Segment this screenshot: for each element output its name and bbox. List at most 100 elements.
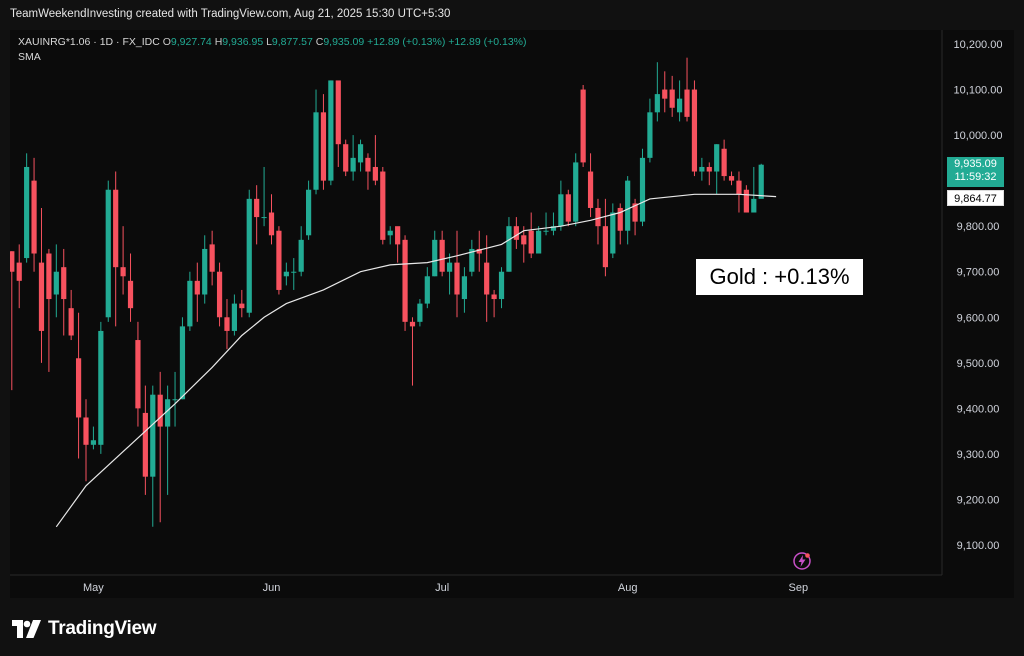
- y-tick-label: 9,100.00: [957, 540, 1000, 552]
- x-tick-label: Jul: [435, 582, 449, 594]
- change-value-2: +12.89 (+0.13%): [448, 36, 527, 48]
- candle-body: [409, 321, 416, 327]
- candle-body: [528, 230, 534, 254]
- candle-body: [127, 280, 134, 309]
- candle-body: [372, 166, 378, 181]
- close-value: 9,935.09: [323, 36, 365, 48]
- x-tick-label: Sep: [789, 582, 809, 594]
- tradingview-logo-text: TradingView: [48, 618, 157, 639]
- open-label: O: [162, 36, 171, 48]
- candle-body: [432, 239, 438, 277]
- candle-body: [610, 212, 616, 254]
- candle-body: [365, 157, 371, 172]
- candle-body: [543, 230, 549, 232]
- candle-body: [639, 157, 646, 222]
- change-value: +12.89 (+0.13%): [367, 36, 446, 48]
- candle-body: [669, 89, 675, 108]
- y-tick-label: 10,000.00: [954, 130, 1003, 142]
- candle-body: [46, 253, 52, 300]
- candle-body: [283, 271, 289, 277]
- chart-canvas[interactable]: 10,200.0010,100.0010,000.009,900.009,800…: [10, 30, 1014, 598]
- candle-body: [632, 203, 638, 222]
- candle-body: [224, 317, 230, 331]
- indicator-label[interactable]: SMA: [18, 51, 41, 63]
- x-tick-label: May: [83, 582, 104, 594]
- low-value: 9,877.57: [271, 36, 313, 48]
- candle-body: [602, 226, 608, 268]
- candle-body: [677, 98, 683, 113]
- y-tick-label: 9,700.00: [957, 267, 1000, 279]
- low-label: L: [266, 36, 272, 48]
- x-tick-label: Aug: [618, 582, 638, 594]
- candle-body: [513, 226, 519, 240]
- candle-body: [536, 230, 542, 254]
- y-tick-label: 9,800.00: [957, 221, 1000, 233]
- candle-body: [38, 262, 45, 331]
- candle-body: [721, 148, 727, 177]
- candle-body: [491, 294, 497, 300]
- candle-body: [75, 358, 82, 418]
- candle-body: [261, 217, 267, 219]
- y-tick-label: 10,100.00: [954, 85, 1003, 97]
- candle-body: [268, 212, 275, 236]
- candle-body: [736, 180, 742, 195]
- candle-body: [98, 330, 104, 445]
- candle-body: [751, 198, 757, 213]
- candle-body: [16, 262, 22, 281]
- candle-body: [662, 89, 668, 99]
- sma-price-label: 9,864.77: [947, 190, 1004, 206]
- last-price-label: 9,935.09 11:59:32: [947, 157, 1004, 187]
- y-tick-label: 9,400.00: [957, 403, 1000, 415]
- candle-body: [202, 248, 208, 295]
- gold-annotation[interactable]: Gold : +0.13%: [696, 259, 863, 295]
- candle-body: [380, 171, 386, 240]
- candle-body: [647, 112, 653, 158]
- candle-body: [328, 80, 334, 181]
- candle-body: [521, 235, 527, 245]
- candle-body: [179, 326, 186, 400]
- candle-body: [743, 189, 749, 213]
- candle-body: [417, 303, 423, 322]
- candle-body: [150, 394, 156, 477]
- candle-body: [187, 280, 193, 327]
- candle-body: [424, 276, 430, 304]
- candle-body: [172, 399, 178, 401]
- candle-body: [506, 226, 512, 272]
- flash-icon[interactable]: [792, 551, 812, 571]
- candle-body: [625, 180, 631, 231]
- candle-body: [10, 251, 15, 272]
- bar-countdown: 11:59:32: [954, 171, 997, 183]
- y-tick-label: 9,600.00: [957, 312, 1000, 324]
- y-tick-label: 10,200.00: [954, 39, 1003, 51]
- symbol-info[interactable]: XAUINRG*1.06 · 1D · FX_IDC: [18, 36, 160, 48]
- tradingview-logo[interactable]: TradingView: [12, 617, 157, 641]
- candle-body: [565, 194, 571, 222]
- candle-body: [209, 244, 215, 272]
- candle-body: [291, 271, 297, 273]
- candle-body: [157, 394, 163, 427]
- candle-body: [113, 189, 119, 268]
- candle-body: [246, 198, 252, 313]
- candle-body: [684, 89, 690, 117]
- open-value: 9,927.74: [170, 36, 212, 48]
- candle-body: [691, 89, 698, 172]
- chart-pane[interactable]: 10,200.0010,100.0010,000.009,900.009,800…: [10, 30, 1014, 598]
- candle-body: [343, 144, 349, 172]
- last-price-value: 9,935.09: [954, 158, 997, 170]
- candle-body: [595, 207, 601, 227]
- high-label: H: [214, 36, 223, 48]
- candle-body: [728, 176, 735, 181]
- candle-body: [558, 194, 564, 227]
- candle-body: [216, 271, 223, 318]
- candle-body: [387, 230, 393, 236]
- legend: XAUINRG*1.06 · 1D · FX_IDC O9,927.74 H 9,…: [18, 35, 527, 65]
- candle-body: [580, 89, 586, 163]
- candle-body: [469, 248, 475, 272]
- candle-body: [714, 144, 720, 172]
- candle-body: [231, 303, 237, 331]
- candle-body: [587, 171, 594, 208]
- candle-body: [254, 198, 260, 218]
- candle-body: [706, 166, 712, 172]
- candle-body: [53, 271, 59, 295]
- candle-body: [484, 262, 490, 295]
